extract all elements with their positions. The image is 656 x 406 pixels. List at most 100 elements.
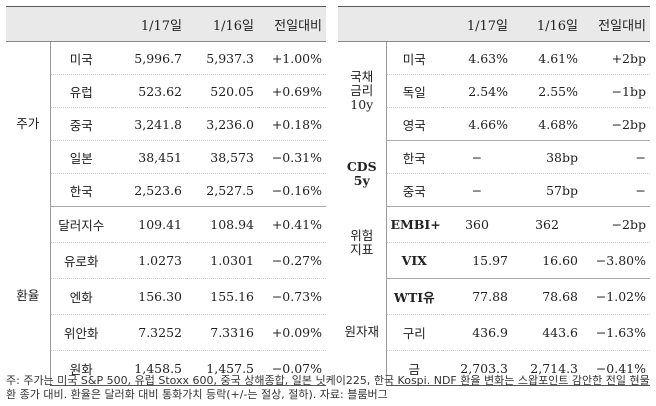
group-label-risk: 위험 지표 bbox=[350, 227, 374, 257]
value-1-16: 38,573 bbox=[186, 140, 258, 174]
value-1-17: 2.54% bbox=[442, 74, 512, 108]
row-label: 미국 bbox=[49, 41, 112, 75]
table-row: 한국 2,523.6 2,527.5 −0.16% bbox=[6, 173, 326, 207]
row-label: 중국 bbox=[49, 107, 112, 141]
rates-cds-risk-commodities-table: 1/17일 1/16일 전일대비 국채 금리 10y 미국 4.63% 4.61… bbox=[338, 6, 650, 386]
row-label: 독일 bbox=[385, 74, 442, 108]
group-label-cds: CDS 5y bbox=[346, 158, 377, 188]
value-1-16: 362 bbox=[512, 206, 582, 243]
value-1-16: 16.60 bbox=[512, 242, 582, 279]
row-label: 엔화 bbox=[49, 278, 112, 315]
value-1-16: 2.55% bbox=[512, 74, 582, 108]
value-change: −0.41% bbox=[582, 350, 650, 386]
value-1-16: 5,937.3 bbox=[186, 41, 258, 75]
table-row: VIX 15.97 16.60 −3.80% bbox=[338, 242, 650, 279]
group-label-fx: 환율 bbox=[16, 288, 40, 303]
row-label: WTI유 bbox=[385, 278, 442, 315]
value-change: −0.31% bbox=[258, 140, 326, 174]
value-1-17: 1.0273 bbox=[112, 242, 186, 279]
value-1-17: 3,241.8 bbox=[112, 107, 186, 141]
footnote: 주: 주가는 미국 S&P 500, 유럽 Stoxx 600, 중국 상해종합… bbox=[6, 374, 650, 401]
group-label-commodities: 원자재 bbox=[344, 324, 379, 339]
value-1-17: 4.63% bbox=[442, 41, 512, 75]
header-change: 전일대비 bbox=[582, 6, 650, 42]
value-1-17: 109.41 bbox=[112, 206, 186, 243]
value-change: +0.69% bbox=[258, 74, 326, 108]
value-1-17: − bbox=[442, 173, 512, 207]
table-row: CDS 5y 한국 − 38bp − bbox=[338, 140, 650, 187]
value-1-17: − bbox=[442, 140, 512, 174]
header-date-1: 1/17일 bbox=[442, 6, 512, 42]
row-label: 금 bbox=[385, 350, 442, 386]
group-label-stocks: 주가 bbox=[16, 116, 40, 132]
value-1-17: 436.9 bbox=[442, 314, 512, 351]
value-change: −2bp bbox=[582, 107, 650, 141]
row-label: 유로화 bbox=[49, 242, 112, 279]
header-blank bbox=[6, 6, 50, 42]
value-change: −1bp bbox=[582, 74, 650, 108]
table-row: 중국 − 57bp − bbox=[338, 173, 650, 207]
value-1-16: 78.68 bbox=[512, 278, 582, 315]
value-1-16: 443.6 bbox=[512, 314, 582, 351]
value-1-17: 15.97 bbox=[442, 242, 512, 279]
header-blank bbox=[386, 6, 442, 42]
value-1-17: 2,523.6 bbox=[112, 173, 186, 207]
table-row: 주가 미국 5,996.7 5,937.3 +1.00% bbox=[6, 41, 326, 131]
table-row: 독일 2.54% 2.55% −1bp bbox=[338, 74, 650, 108]
table-row: 국채 금리 10y 미국 4.63% 4.61% +2bp bbox=[338, 41, 650, 112]
header-date-2: 1/16일 bbox=[186, 6, 258, 42]
value-change: −0.07% bbox=[258, 350, 326, 386]
table-row: 원화 1,458.5 1,457.5 −0.07% bbox=[6, 350, 326, 386]
value-1-16: 155.16 bbox=[186, 278, 258, 315]
value-1-17: 7.3252 bbox=[112, 314, 186, 351]
value-1-16: 2,527.5 bbox=[186, 173, 258, 207]
stocks-fx-table: 1/17일 1/16일 전일대비 주가 미국 5,996.7 5,937.3 +… bbox=[6, 6, 326, 386]
value-1-16: 1,457.5 bbox=[186, 350, 258, 386]
value-change: −0.16% bbox=[258, 173, 326, 207]
value-change: +2bp bbox=[582, 41, 650, 75]
value-change: −2bp bbox=[582, 206, 650, 243]
value-change: +0.41% bbox=[258, 206, 326, 243]
table-row: 중국 3,241.8 3,236.0 +0.18% bbox=[6, 107, 326, 141]
value-1-17: 38,451 bbox=[112, 140, 186, 174]
value-1-16: 57bp bbox=[512, 173, 582, 207]
value-1-16: 520.05 bbox=[186, 74, 258, 108]
row-label: 위안화 bbox=[49, 314, 112, 351]
value-change: −0.73% bbox=[258, 278, 326, 315]
header-date-2: 1/16일 bbox=[512, 6, 582, 42]
header-date-1: 1/17일 bbox=[112, 6, 186, 42]
table-header-row: 1/17일 1/16일 전일대비 bbox=[338, 6, 650, 42]
header-change: 전일대비 bbox=[258, 6, 326, 42]
value-1-16: 2,714.3 bbox=[512, 350, 582, 386]
value-1-16: 3,236.0 bbox=[186, 107, 258, 141]
value-1-16: 7.3316 bbox=[186, 314, 258, 351]
value-1-16: 108.94 bbox=[186, 206, 258, 243]
table-row: 금 2,703.3 2,714.3 −0.41% bbox=[338, 350, 650, 386]
value-1-16: 4.61% bbox=[512, 41, 582, 75]
value-1-17: 77.88 bbox=[442, 278, 512, 315]
value-1-16: 1.0301 bbox=[186, 242, 258, 279]
value-1-16: 4.68% bbox=[512, 107, 582, 141]
row-label: 일본 bbox=[49, 140, 112, 174]
value-1-17: 523.62 bbox=[112, 74, 186, 108]
value-1-17: 5,996.7 bbox=[112, 41, 186, 75]
row-label: 원화 bbox=[49, 350, 112, 386]
table-row: 유럽 523.62 520.05 +0.69% bbox=[6, 74, 326, 108]
row-label: 미국 bbox=[385, 41, 442, 75]
value-change: +0.09% bbox=[258, 314, 326, 351]
header-blank bbox=[338, 6, 386, 42]
row-label: 한국 bbox=[49, 173, 112, 207]
value-change: − bbox=[582, 140, 650, 174]
row-label: 한국 bbox=[385, 140, 442, 174]
right-market-table-panel: 1/17일 1/16일 전일대비 국채 금리 10y 미국 4.63% 4.61… bbox=[338, 6, 650, 386]
value-change: −1.02% bbox=[582, 278, 650, 315]
group-label-bonds: 국채 금리 10y bbox=[350, 69, 374, 113]
value-change: +1.00% bbox=[258, 41, 326, 75]
table-row: 원자재 WTI유 77.88 78.68 −1.02% bbox=[338, 278, 650, 339]
table-row: 구리 436.9 443.6 −1.63% bbox=[338, 314, 650, 351]
row-label: 중국 bbox=[385, 173, 442, 207]
value-1-17: 2,703.3 bbox=[442, 350, 512, 386]
table-row: 위안화 7.3252 7.3316 +0.09% bbox=[6, 314, 326, 351]
value-1-17: 360 bbox=[442, 206, 512, 243]
value-change: +0.18% bbox=[258, 107, 326, 141]
